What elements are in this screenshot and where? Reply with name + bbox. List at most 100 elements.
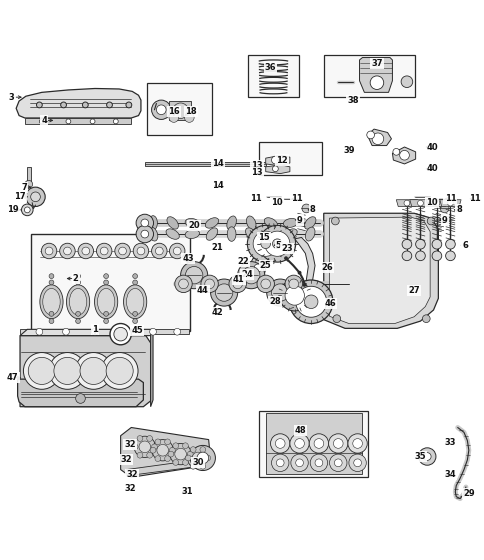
Circle shape: [155, 439, 160, 445]
Text: 15: 15: [258, 233, 270, 242]
Circle shape: [447, 200, 453, 206]
Polygon shape: [265, 413, 362, 474]
Circle shape: [100, 247, 108, 255]
Circle shape: [76, 280, 80, 285]
Circle shape: [242, 267, 259, 284]
Ellipse shape: [166, 217, 178, 229]
Circle shape: [133, 274, 137, 278]
Circle shape: [426, 217, 434, 225]
Circle shape: [75, 353, 112, 389]
FancyBboxPatch shape: [248, 55, 299, 97]
Circle shape: [104, 311, 108, 316]
Circle shape: [62, 328, 69, 335]
Circle shape: [114, 328, 127, 341]
Circle shape: [164, 439, 170, 445]
Circle shape: [156, 105, 166, 115]
FancyBboxPatch shape: [259, 410, 367, 477]
Text: 19: 19: [7, 206, 18, 214]
Circle shape: [63, 247, 71, 255]
Text: 45: 45: [131, 326, 143, 335]
Ellipse shape: [283, 229, 297, 239]
Circle shape: [106, 102, 112, 108]
Circle shape: [190, 447, 196, 452]
Circle shape: [415, 251, 424, 260]
Circle shape: [431, 251, 441, 260]
Text: 29: 29: [462, 489, 474, 498]
Circle shape: [257, 275, 274, 292]
Circle shape: [24, 207, 30, 213]
Circle shape: [76, 274, 80, 278]
Circle shape: [302, 283, 306, 287]
Ellipse shape: [43, 288, 60, 315]
Ellipse shape: [305, 227, 314, 241]
Text: 46: 46: [324, 298, 336, 307]
Text: 3: 3: [9, 93, 15, 102]
Circle shape: [237, 262, 264, 289]
Polygon shape: [20, 335, 151, 407]
Text: 12: 12: [276, 156, 287, 165]
Circle shape: [304, 295, 318, 309]
Circle shape: [54, 357, 81, 385]
Text: 10: 10: [271, 198, 283, 207]
Circle shape: [197, 452, 208, 464]
Circle shape: [184, 113, 194, 122]
Ellipse shape: [264, 218, 277, 228]
Circle shape: [272, 166, 278, 172]
Circle shape: [260, 239, 270, 249]
Circle shape: [115, 243, 130, 259]
Text: 40: 40: [425, 164, 437, 173]
Circle shape: [392, 148, 399, 155]
Circle shape: [174, 275, 192, 292]
Circle shape: [137, 452, 143, 458]
Circle shape: [137, 436, 143, 441]
Circle shape: [403, 200, 409, 206]
Circle shape: [133, 243, 149, 259]
Circle shape: [275, 242, 279, 246]
Circle shape: [258, 225, 295, 262]
Circle shape: [147, 436, 152, 441]
Circle shape: [134, 436, 155, 458]
Text: 7: 7: [21, 183, 27, 192]
Circle shape: [151, 243, 166, 259]
Text: 21: 21: [211, 242, 223, 251]
Circle shape: [182, 460, 188, 465]
Circle shape: [418, 448, 435, 465]
Circle shape: [192, 452, 203, 464]
Circle shape: [423, 452, 430, 460]
Circle shape: [332, 315, 340, 323]
Text: 28: 28: [269, 297, 281, 306]
Text: 14: 14: [212, 160, 224, 169]
Polygon shape: [366, 129, 391, 146]
Polygon shape: [265, 165, 289, 174]
Circle shape: [49, 274, 54, 278]
Circle shape: [169, 444, 191, 465]
Circle shape: [155, 456, 160, 461]
Text: 30: 30: [192, 458, 203, 467]
Circle shape: [21, 204, 33, 216]
Circle shape: [90, 119, 95, 124]
Text: 16: 16: [167, 107, 180, 116]
Circle shape: [151, 444, 157, 450]
Circle shape: [180, 262, 207, 289]
Circle shape: [309, 434, 328, 453]
Circle shape: [23, 353, 60, 389]
Circle shape: [49, 353, 86, 389]
Circle shape: [433, 200, 439, 206]
Circle shape: [401, 251, 411, 260]
Circle shape: [352, 438, 362, 449]
Circle shape: [288, 279, 298, 289]
Circle shape: [204, 455, 210, 461]
FancyBboxPatch shape: [147, 83, 212, 135]
Circle shape: [26, 187, 45, 207]
Polygon shape: [425, 200, 447, 207]
FancyBboxPatch shape: [259, 142, 322, 175]
Text: 24: 24: [241, 270, 253, 279]
Circle shape: [302, 204, 310, 213]
Circle shape: [152, 440, 173, 461]
Circle shape: [39, 119, 44, 124]
Text: 27: 27: [408, 286, 419, 295]
Text: 22: 22: [237, 257, 249, 266]
Circle shape: [439, 204, 448, 213]
Circle shape: [199, 464, 205, 469]
Circle shape: [187, 447, 208, 469]
